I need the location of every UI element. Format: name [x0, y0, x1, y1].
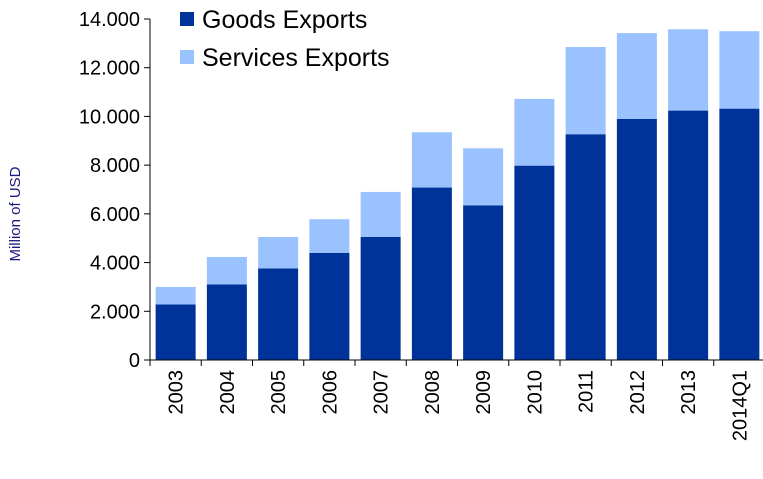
goods-bar-2010 [514, 165, 555, 360]
goods-bar-2009 [463, 205, 504, 360]
x-tick-label-2012: 2012 [627, 370, 649, 415]
legend-label-goods: Goods Exports [202, 6, 367, 34]
x-tick-label-2010: 2010 [524, 370, 546, 415]
bars-layer [155, 29, 760, 360]
x-tick-label-2013: 2013 [678, 370, 700, 415]
services-bar-2005 [258, 237, 299, 269]
services-bar-2006 [309, 219, 350, 253]
x-tick-label-2003: 2003 [166, 370, 188, 415]
x-tick-label-2008: 2008 [422, 370, 444, 415]
services-bar-2007 [360, 191, 401, 237]
services-bar-2004 [206, 256, 247, 285]
y-tick-label: 8.000 [90, 155, 140, 177]
x-tick-label-2011: 2011 [576, 370, 598, 413]
goods-bar-2012 [616, 118, 657, 360]
goods-bar-2014q1 [719, 108, 760, 360]
goods-bar-2005 [258, 268, 299, 360]
y-tick-label: 2.000 [90, 301, 140, 323]
goods-bar-2006 [309, 252, 350, 360]
services-bar-2013 [668, 29, 709, 111]
x-tick-label-2006: 2006 [319, 370, 341, 415]
y-tick-label: 10.000 [79, 106, 140, 128]
legend: Goods Exports Services Exports [180, 6, 390, 72]
legend-swatch-goods [180, 12, 194, 26]
y-tick-label: 12.000 [79, 58, 140, 80]
x-tick-label-2007: 2007 [371, 370, 393, 415]
x-tick-label-2005: 2005 [268, 370, 290, 415]
x-tick-label-2004: 2004 [217, 370, 239, 415]
services-bar-2012 [616, 33, 657, 119]
y-tick-label: 0 [129, 350, 140, 372]
y-tick-label: 6.000 [90, 204, 140, 226]
goods-bar-2008 [411, 187, 452, 360]
x-tick-label-2009: 2009 [473, 370, 495, 415]
services-bar-2003 [155, 286, 196, 305]
y-tick-label: 14.000 [79, 9, 140, 31]
axes-layer: 0 2.000 4.000 6.000 8.000 10.000 12.000 14.000 2… [7, 9, 763, 441]
goods-bar-2007 [360, 237, 401, 360]
goods-bar-2013 [668, 110, 709, 360]
y-axis-title: Million of USD [7, 166, 24, 261]
legend-label-services: Services Exports [202, 44, 390, 72]
y-tick-label: 4.000 [90, 253, 140, 275]
services-bar-2008 [411, 132, 452, 188]
legend-swatch-services [180, 50, 194, 64]
goods-bar-2011 [565, 134, 606, 360]
services-bar-2011 [565, 47, 606, 135]
services-bar-2010 [514, 98, 555, 166]
x-tick-label-2014q1: 2014Q1 [729, 370, 751, 441]
services-bar-2009 [463, 148, 504, 206]
goods-bar-2004 [206, 284, 247, 360]
goods-bar-2003 [155, 304, 196, 360]
services-bar-2014q1 [719, 31, 760, 109]
